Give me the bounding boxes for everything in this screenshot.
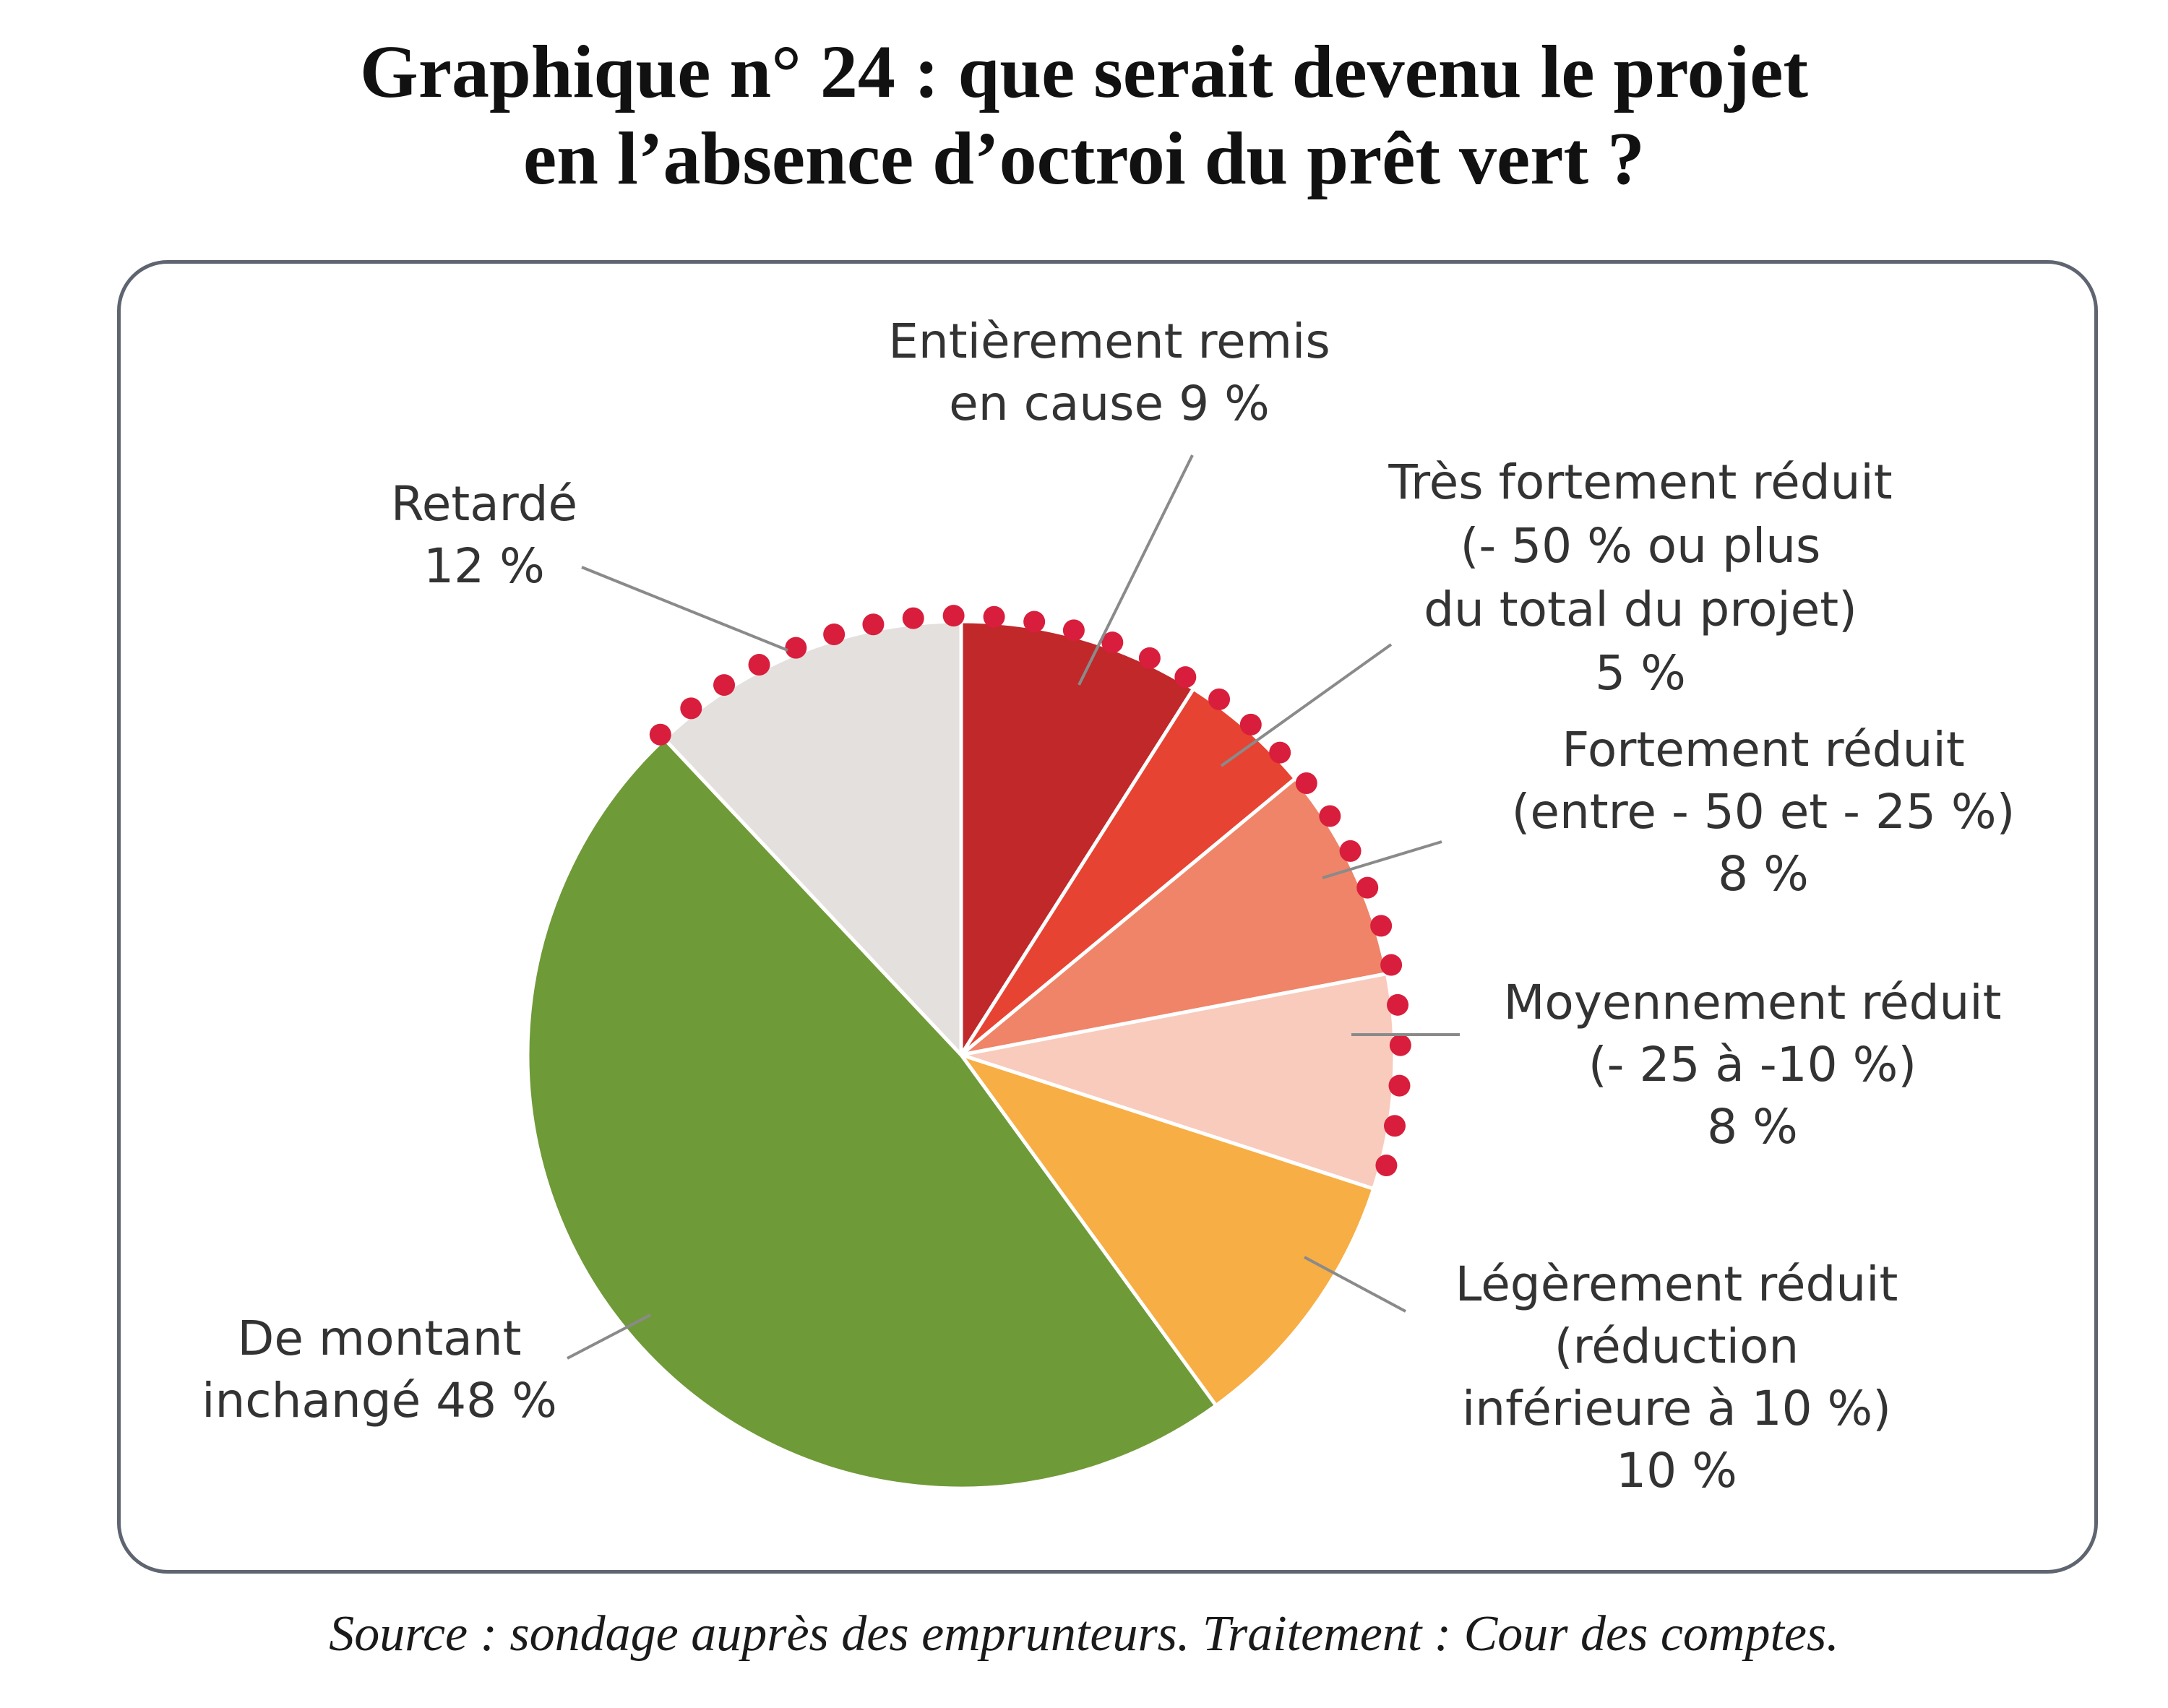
slice-label-5-line-1: Légèrement réduit — [1455, 1256, 1898, 1312]
slice-label-5-line-3: inférieure à 10 %) — [1462, 1381, 1891, 1436]
pie-slice-6 — [525, 737, 1218, 1491]
leader-line-7 — [581, 566, 788, 652]
slice-label-3-line-3: 8 % — [1718, 846, 1809, 902]
slice-label-5-line-4: 10 % — [1616, 1443, 1737, 1498]
slice-label-2-line-4: 5 % — [1595, 645, 1686, 701]
slice-label-7-line-2: 12 % — [423, 538, 545, 594]
slice-label-6-line-2: inchangé 48 % — [202, 1373, 557, 1428]
source-note: Source : sondage auprès des emprunteurs.… — [329, 1606, 1839, 1662]
slice-label-4-line-3: 8 % — [1707, 1099, 1798, 1155]
slice-label-6: De montant inchangé 48 % — [202, 1311, 557, 1428]
slice-label-3-line-1: Fortement réduit — [1562, 722, 1964, 777]
leader-line-6 — [567, 1314, 651, 1360]
slice-label-7: Retardé 12 % — [391, 476, 577, 594]
slice-label-7-line-1: Retardé — [391, 476, 577, 532]
slice-label-4-line-2: (- 25 à -10 %) — [1588, 1037, 1917, 1092]
pie-slice-5 — [959, 1053, 1376, 1407]
slice-label-3-line-2: (entre - 50 et - 25 %) — [1512, 784, 2016, 840]
slice-label-1: Entièrement remis en cause 9 % — [888, 314, 1330, 431]
slice-label-5-line-2: (réduction — [1554, 1319, 1799, 1374]
chart-title-line-1: Graphique n° 24 : que serait devenu le p… — [359, 30, 1809, 113]
chart-title-line-2: en l’absence d’octroi du prêt vert ? — [522, 117, 1646, 200]
leader-line-5 — [1304, 1256, 1406, 1313]
slice-label-3: Fortement réduit (entre - 50 et - 25 %) 8 … — [1512, 722, 2016, 902]
slice-label-4: Moyennement réduit (- 25 à -10 %) 8 % — [1503, 975, 2001, 1155]
slice-label-5: Légèrement réduit (réduction inférieure à … — [1455, 1256, 1898, 1498]
leader-line-1 — [1077, 454, 1194, 686]
leader-line-2 — [1220, 643, 1393, 767]
chart-frame — [117, 260, 2098, 1574]
slice-label-1-line-1: Entièrement remis — [888, 314, 1330, 369]
slice-label-1-line-2: en cause 9 % — [949, 376, 1270, 431]
slice-label-2-line-2: (- 50 % ou plus — [1461, 518, 1821, 574]
chart-title: Graphique n° 24 : que serait devenu le p… — [0, 29, 2168, 202]
slice-label-2-line-3: du total du projet) — [1424, 582, 1857, 637]
leader-line-3 — [1322, 840, 1442, 879]
slice-label-2-line-1: Très fortement réduit — [1388, 454, 1892, 510]
dotted-outline — [649, 605, 1411, 1202]
slice-label-2: Très fortement réduit (- 50 % ou plus du t… — [1388, 454, 1892, 701]
slice-label-6-line-1: De montant — [238, 1311, 522, 1366]
slice-label-4-line-1: Moyennement réduit — [1503, 975, 2001, 1030]
